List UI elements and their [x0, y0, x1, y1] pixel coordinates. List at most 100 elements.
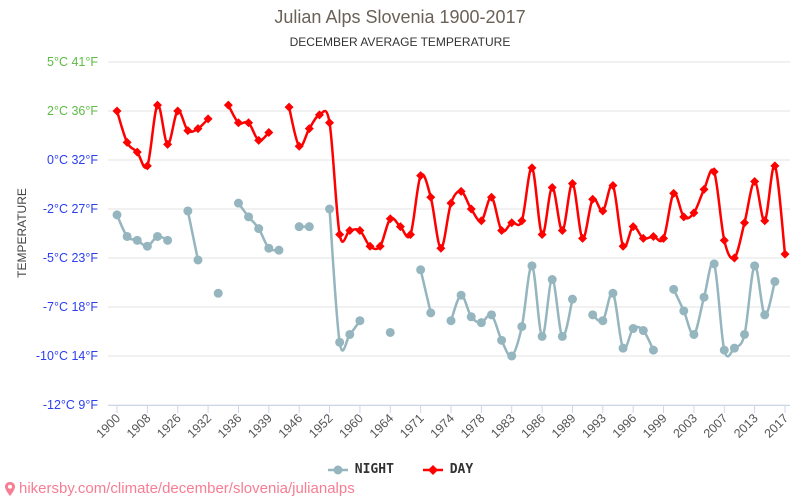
x-tick-label: 1993: [579, 411, 609, 441]
x-tick-label: 1974: [428, 411, 458, 441]
x-tick-label: 1952: [306, 411, 336, 441]
data-point: [709, 259, 719, 269]
data-point: [112, 106, 122, 116]
data-point: [598, 316, 608, 326]
x-tick-label: 1908: [124, 411, 154, 441]
series-line: [419, 269, 432, 314]
data-point: [254, 224, 264, 234]
y-tick-label: -10°C 14°F: [36, 349, 98, 363]
data-point: [122, 231, 132, 241]
data-point: [486, 310, 496, 320]
data-point: [193, 255, 203, 265]
series-layer: [112, 100, 790, 361]
x-tick-label: 1939: [245, 411, 275, 441]
gridlines: [108, 61, 790, 406]
data-point: [527, 163, 537, 173]
data-point: [740, 329, 750, 339]
data-point: [254, 135, 264, 145]
legend: NIGHT DAY: [0, 462, 800, 480]
data-point: [244, 118, 254, 128]
source-link[interactable]: hikersby.com/climate/december/slovenia/j…: [4, 480, 355, 497]
data-point: [233, 118, 243, 128]
line-chart: 5°C 41°F 2°C 36°F 0°C 32°F -2°C 27°F -5°C 23…: [15, 55, 792, 441]
data-point: [355, 316, 365, 326]
series-line: [115, 103, 209, 169]
data-point: [416, 265, 426, 275]
data-point: [628, 222, 638, 232]
data-point: [780, 249, 790, 259]
data-point: [557, 331, 567, 341]
y-tick-label: -2°C 27°F: [43, 202, 99, 216]
data-point: [517, 322, 527, 332]
data-point: [426, 192, 436, 202]
x-tick-label: 1996: [610, 411, 640, 441]
data-point: [567, 294, 577, 304]
night-marker-icon: [327, 465, 348, 474]
legend-label-day: DAY: [449, 462, 474, 477]
data-point: [203, 114, 213, 124]
y-tick-label: -12°C 9°F: [43, 398, 99, 412]
data-point: [729, 343, 739, 353]
data-point: [456, 186, 466, 196]
data-point: [142, 161, 152, 171]
data-point: [750, 261, 760, 271]
data-point: [152, 231, 162, 241]
data-point: [274, 245, 284, 255]
y-axis-ticks: 5°C 41°F 2°C 36°F 0°C 32°F -2°C 27°F -5°C 23…: [36, 55, 98, 412]
source-url: hikersby.com/climate/december/slovenia/j…: [19, 480, 355, 497]
data-point: [183, 126, 193, 136]
series-line: [287, 106, 787, 260]
data-point: [659, 233, 669, 243]
data-point: [132, 235, 142, 245]
data-point: [466, 204, 476, 214]
data-point: [770, 161, 780, 171]
data-point: [679, 306, 689, 316]
day-marker-icon: [422, 464, 443, 475]
data-point: [608, 180, 618, 190]
data-point: [335, 337, 345, 347]
x-tick-label: 1960: [336, 411, 366, 441]
data-point: [152, 100, 162, 110]
data-point: [537, 331, 547, 341]
data-point: [426, 308, 436, 318]
data-point: [608, 288, 618, 298]
data-point: [507, 218, 517, 228]
data-point: [638, 233, 648, 243]
chart-subtitle: DECEMBER AVERAGE TEMPERATURE: [289, 35, 511, 49]
x-tick-label: 2017: [762, 411, 792, 441]
legend-item-night[interactable]: NIGHT: [327, 462, 394, 477]
data-point: [740, 218, 750, 228]
data-point: [325, 118, 335, 128]
data-point: [709, 167, 719, 177]
data-point: [547, 275, 557, 285]
data-point: [142, 241, 152, 251]
data-point: [699, 184, 709, 194]
x-tick-label: 2007: [701, 411, 731, 441]
data-point: [669, 284, 679, 294]
data-point: [689, 329, 699, 339]
data-point: [375, 241, 385, 251]
data-point: [648, 231, 658, 241]
y-tick-label: -7°C 18°F: [43, 300, 99, 314]
data-point: [466, 312, 476, 322]
x-tick-label: 1932: [185, 411, 215, 441]
data-point: [284, 102, 294, 112]
y-tick-label: 5°C 41°F: [47, 55, 98, 69]
data-point: [325, 204, 335, 214]
y-tick-label: -5°C 23°F: [43, 251, 99, 265]
x-tick-label: 1964: [367, 411, 397, 441]
data-point: [416, 171, 426, 181]
legend-item-day[interactable]: DAY: [422, 462, 473, 477]
data-point: [770, 277, 780, 287]
x-tick-label: 1986: [519, 411, 549, 441]
data-point: [122, 137, 132, 147]
data-point: [446, 198, 456, 208]
series-line: [328, 208, 361, 352]
x-tick-label: 1999: [640, 411, 670, 441]
data-point: [294, 141, 304, 151]
data-point: [436, 243, 446, 253]
chart-title: Julian Alps Slovenia 1900-2017: [274, 7, 526, 27]
data-point: [497, 335, 507, 345]
series-day: [112, 100, 790, 263]
data-point: [588, 310, 598, 320]
